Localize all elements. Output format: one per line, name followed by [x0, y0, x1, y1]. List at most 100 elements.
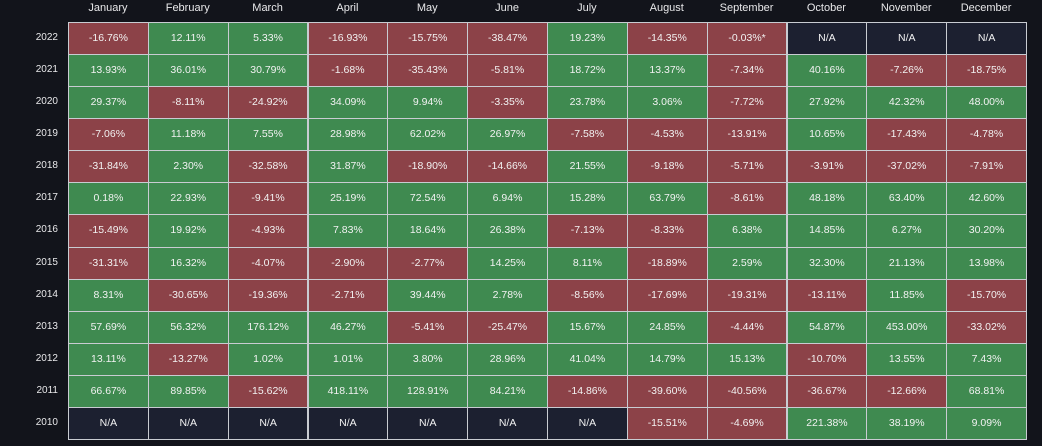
return-cell: -13.91%: [706, 118, 788, 152]
return-cell: 7.55%: [227, 118, 309, 152]
return-cell: 128.91%: [387, 374, 469, 408]
return-cell: 2.30%: [147, 150, 229, 184]
return-cell: -18.90%: [387, 150, 469, 184]
return-cell: 13.37%: [626, 54, 708, 88]
return-cell: 13.55%: [866, 342, 948, 376]
year-label: 2012: [35, 352, 58, 364]
return-cell: -33.02%: [946, 310, 1027, 344]
return-cell: 22.93%: [147, 182, 229, 216]
return-cell: N/A: [946, 22, 1027, 56]
return-cell: 19.23%: [547, 22, 628, 56]
return-cell: -25.47%: [467, 310, 548, 344]
return-cell: -7.34%: [706, 54, 788, 88]
return-cell: 1.01%: [307, 342, 389, 376]
return-cell: -16.76%: [68, 22, 149, 56]
return-cell: -37.02%: [866, 150, 948, 184]
return-cell: 453.00%: [866, 310, 948, 344]
return-cell: 48.18%: [786, 182, 868, 216]
return-cell: 14.25%: [467, 246, 548, 280]
return-cell: 56.32%: [147, 310, 229, 344]
month-header: April: [336, 2, 359, 14]
return-cell: 26.97%: [467, 118, 548, 152]
return-cell: -14.66%: [467, 150, 548, 184]
return-cell: -18.89%: [626, 246, 708, 280]
return-cell: 5.33%: [227, 22, 309, 56]
return-cell: -15.49%: [68, 214, 149, 248]
return-cell: -31.31%: [68, 246, 149, 280]
return-cell: -14.86%: [547, 374, 628, 408]
return-cell: -2.77%: [387, 246, 469, 280]
return-cell: 23.78%: [547, 86, 628, 120]
month-header: February: [165, 2, 210, 14]
return-cell: N/A: [786, 22, 868, 56]
return-cell: -13.27%: [147, 342, 229, 376]
return-cell: 42.60%: [946, 182, 1027, 216]
return-cell: 11.18%: [147, 118, 229, 152]
return-cell: -31.84%: [68, 150, 149, 184]
year-label: 2019: [35, 128, 58, 140]
return-cell: N/A: [227, 406, 309, 440]
return-cell: 42.32%: [866, 86, 948, 120]
return-cell: N/A: [68, 406, 149, 440]
return-cell: -15.51%: [626, 406, 708, 440]
return-cell: 27.92%: [786, 86, 868, 120]
return-cell: 29.37%: [68, 86, 149, 120]
month-header: December: [960, 2, 1012, 14]
year-label: 2016: [35, 224, 58, 236]
return-cell: 41.04%: [547, 342, 628, 376]
return-cell: 57.69%: [68, 310, 149, 344]
return-cell: 15.13%: [706, 342, 788, 376]
return-cell: 24.85%: [626, 310, 708, 344]
return-cell: 72.54%: [387, 182, 469, 216]
month-header: January: [88, 2, 128, 14]
return-cell: 2.78%: [467, 278, 548, 312]
return-cell: -16.93%: [307, 22, 389, 56]
year-label: 2010: [35, 416, 58, 428]
return-cell: -3.35%: [467, 86, 548, 120]
return-cell: -7.26%: [866, 54, 948, 88]
return-cell: -19.36%: [227, 278, 309, 312]
return-cell: 34.09%: [307, 86, 389, 120]
year-label: 2017: [35, 192, 58, 204]
year-label: 2011: [36, 384, 58, 396]
return-cell: 63.40%: [866, 182, 948, 216]
year-label: 2022: [35, 32, 58, 43]
return-cell: 18.64%: [387, 214, 469, 248]
return-cell: -8.11%: [147, 86, 229, 120]
return-cell: N/A: [866, 22, 948, 56]
return-cell: 1.02%: [227, 342, 309, 376]
return-cell: 21.13%: [866, 246, 948, 280]
year-label: 2013: [35, 320, 58, 332]
month-header: July: [577, 2, 597, 14]
return-cell: 6.38%: [706, 214, 788, 248]
month-header: August: [649, 2, 684, 14]
return-cell: -5.71%: [706, 150, 788, 184]
return-cell: 9.94%: [387, 86, 469, 120]
return-cell: 10.65%: [786, 118, 868, 152]
return-cell: 8.11%: [547, 246, 628, 280]
return-cell: 13.93%: [68, 54, 149, 88]
return-cell: -24.92%: [227, 86, 309, 120]
return-cell: 46.27%: [307, 310, 389, 344]
year-label: 2018: [35, 160, 58, 172]
return-cell: -17.43%: [866, 118, 948, 152]
return-cell: 14.79%: [626, 342, 708, 376]
month-header: October: [806, 2, 846, 14]
return-cell: -10.70%: [786, 342, 868, 376]
return-cell: -8.61%: [706, 182, 788, 216]
return-cell: 13.98%: [946, 246, 1027, 280]
return-cell: 0.18%: [68, 182, 149, 216]
return-cell: -18.75%: [946, 54, 1027, 88]
return-cell: 221.38%: [786, 406, 868, 440]
return-cell: 15.28%: [547, 182, 628, 216]
return-cell: 18.72%: [547, 54, 628, 88]
return-cell: N/A: [147, 406, 229, 440]
return-cell: 3.80%: [387, 342, 469, 376]
return-cell: 40.16%: [786, 54, 868, 88]
return-cell: -14.35%: [626, 22, 708, 56]
return-cell: 8.31%: [68, 278, 149, 312]
return-cell: N/A: [307, 406, 389, 440]
return-cell: -9.41%: [227, 182, 309, 216]
return-cell: 31.87%: [307, 150, 389, 184]
